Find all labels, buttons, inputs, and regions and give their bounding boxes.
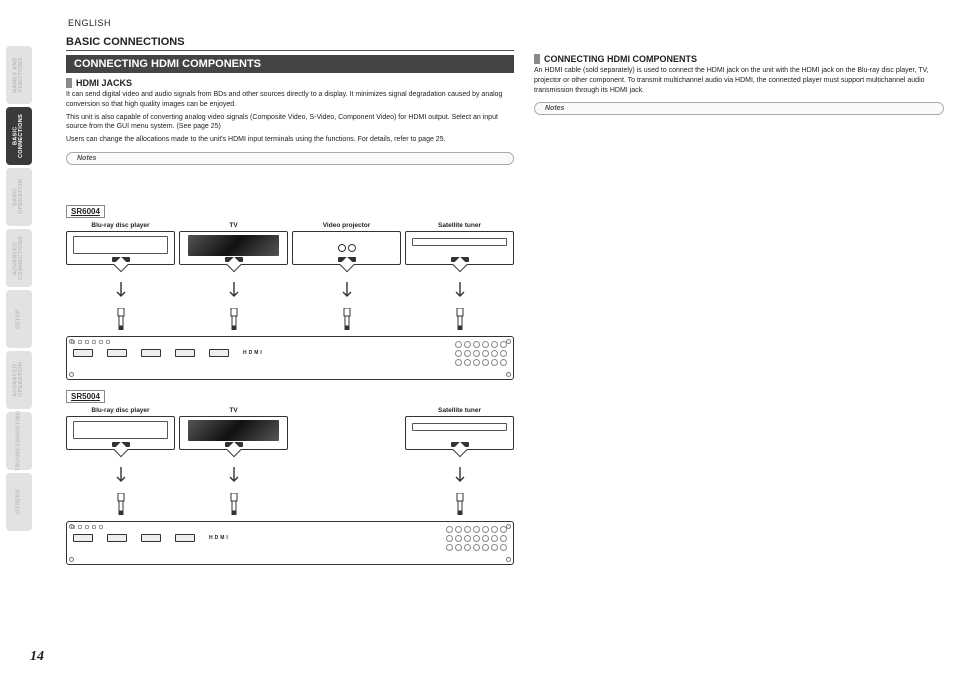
page-number: 14 bbox=[30, 649, 44, 665]
arrow-down-icon bbox=[229, 467, 239, 489]
tab-basic-operation[interactable]: BASIC OPERATION bbox=[6, 168, 32, 226]
tab-basic-connections[interactable]: BASIC CONNECTIONS bbox=[6, 107, 32, 165]
device-label: Satellite tuner bbox=[405, 407, 514, 414]
arrow-row bbox=[66, 282, 514, 308]
heading-bar-icon bbox=[66, 78, 72, 88]
right-column: CONNECTING HDMI COMPONENTS An HDMI cable… bbox=[534, 36, 944, 565]
language-label: ENGLISH bbox=[68, 18, 924, 28]
hdmi-plug-icon bbox=[229, 493, 239, 515]
tab-names-functions[interactable]: NAMES AND FUNCTIONS bbox=[6, 46, 32, 104]
diagram-sr5004: SR5004 Blu-ray disc player TV Satellite … bbox=[66, 390, 514, 565]
arrow-down-icon bbox=[455, 467, 465, 489]
projector-icon bbox=[292, 231, 401, 265]
panel-hdmi-label: HDMI bbox=[243, 350, 264, 356]
device-label: Blu-ray disc player bbox=[66, 222, 175, 229]
bluray-icon bbox=[66, 231, 175, 265]
hdmi-plug-icon bbox=[116, 493, 126, 515]
paragraph-3: Users can change the allocations made to… bbox=[66, 135, 514, 145]
hdmi-plug-icon bbox=[116, 308, 126, 330]
tab-advanced-operation[interactable]: ADVANCED OPERATION bbox=[6, 351, 32, 409]
notes-box: Notes bbox=[534, 102, 944, 115]
device-row: Blu-ray disc player TV Satellite tuner bbox=[66, 407, 514, 465]
arrow-down-icon bbox=[455, 282, 465, 304]
heading-bar-icon bbox=[534, 54, 540, 64]
panel-hdmi-label: HDMI bbox=[209, 535, 230, 541]
arrow-down-icon bbox=[116, 282, 126, 304]
side-tab-nav: NAMES AND FUNCTIONS BASIC CONNECTIONS BA… bbox=[6, 46, 32, 531]
sat-tuner-icon bbox=[405, 416, 514, 450]
arrow-down-icon bbox=[229, 282, 239, 304]
tv-icon bbox=[179, 416, 288, 450]
model-label: SR5004 bbox=[66, 390, 105, 403]
hdmi-plug-icon bbox=[342, 308, 352, 330]
plug-row bbox=[66, 493, 514, 519]
device-row: Blu-ray disc player TV Video projector S… bbox=[66, 222, 514, 280]
arrow-down-icon bbox=[116, 467, 126, 489]
bluray-icon bbox=[66, 416, 175, 450]
hdmi-plug-icon bbox=[229, 308, 239, 330]
sat-tuner-icon bbox=[405, 231, 514, 265]
plug-row bbox=[66, 308, 514, 334]
arrow-down-icon bbox=[342, 282, 352, 304]
device-label: Satellite tuner bbox=[405, 222, 514, 229]
paragraph-right: An HDMI cable (sold separately) is used … bbox=[534, 66, 944, 95]
sub-heading-row: CONNECTING HDMI COMPONENTS bbox=[534, 54, 944, 64]
banner-heading: CONNECTING HDMI COMPONENTS bbox=[66, 55, 514, 73]
tab-others[interactable]: OTHERS bbox=[6, 473, 32, 531]
tab-setup[interactable]: SETUP bbox=[6, 290, 32, 348]
tab-troubleshooting[interactable]: TROUBLESHOOTING bbox=[6, 412, 32, 470]
sub-heading-row: HDMI JACKS bbox=[66, 78, 514, 88]
device-label: Video projector bbox=[292, 222, 401, 229]
paragraph-1: It can send digital video and audio sign… bbox=[66, 90, 514, 110]
model-label: SR6004 bbox=[66, 205, 105, 218]
tab-advanced-connections[interactable]: ADVANCED CONNECTIONS bbox=[6, 229, 32, 287]
arrow-row bbox=[66, 467, 514, 493]
tv-icon bbox=[179, 231, 288, 265]
manual-page: ENGLISH NAMES AND FUNCTIONS BASIC CONNEC… bbox=[0, 0, 954, 675]
notes-box: Notes bbox=[66, 152, 514, 165]
content-columns: BASIC CONNECTIONS CONNECTING HDMI COMPON… bbox=[66, 36, 924, 565]
rear-panel-diagram: HDMI bbox=[66, 336, 514, 380]
paragraph-2: This unit is also capable of converting … bbox=[66, 113, 514, 133]
rear-panel-diagram: HDMI bbox=[66, 521, 514, 565]
sub-heading: CONNECTING HDMI COMPONENTS bbox=[544, 54, 697, 64]
section-title: BASIC CONNECTIONS bbox=[66, 36, 514, 51]
diagram-sr6004: SR6004 Blu-ray disc player TV Video proj… bbox=[66, 205, 514, 380]
device-label: Blu-ray disc player bbox=[66, 407, 175, 414]
empty-slot bbox=[292, 407, 401, 465]
left-column: BASIC CONNECTIONS CONNECTING HDMI COMPON… bbox=[66, 36, 514, 565]
sub-heading: HDMI JACKS bbox=[76, 78, 132, 88]
device-label: TV bbox=[179, 222, 288, 229]
hdmi-plug-icon bbox=[455, 308, 465, 330]
device-label: TV bbox=[179, 407, 288, 414]
hdmi-plug-icon bbox=[455, 493, 465, 515]
